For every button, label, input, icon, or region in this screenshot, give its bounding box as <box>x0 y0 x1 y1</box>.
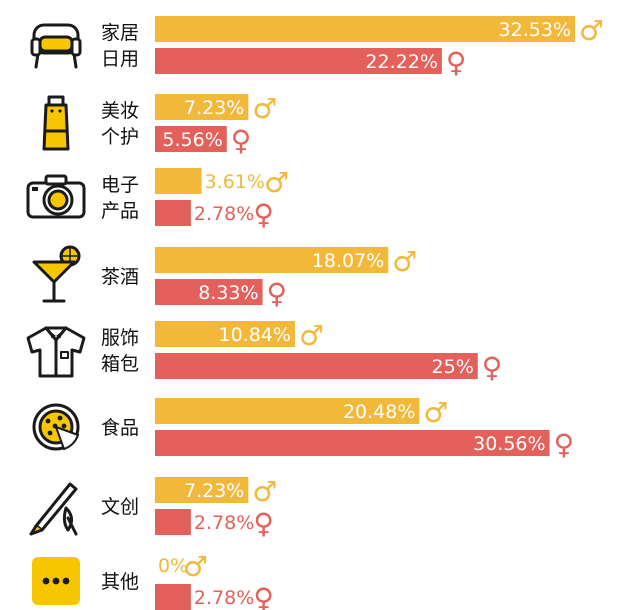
category-label: 其他 <box>101 571 139 593</box>
value-label-male: 7.23% <box>184 97 244 119</box>
female-symbol: ♀ <box>482 351 503 384</box>
bar-female <box>155 509 191 535</box>
armchair-icon <box>30 23 82 69</box>
female-symbol: ♀ <box>554 428 575 461</box>
bar-female <box>155 200 191 226</box>
male-symbol: ♂ <box>423 396 448 429</box>
category-label: 家居 <box>101 22 139 44</box>
female-symbol: ♀ <box>253 582 274 610</box>
female-symbol: ♀ <box>446 46 467 79</box>
category-label: 服饰 <box>101 327 139 349</box>
bar-male <box>155 398 420 424</box>
bar-male <box>155 247 389 273</box>
pizza-icon <box>32 403 80 451</box>
category-label: 电子 <box>101 174 139 196</box>
female-symbol: ♀ <box>253 507 274 540</box>
category-label: 文创 <box>101 496 139 518</box>
category-label: 茶酒 <box>101 266 139 288</box>
cosmetic-tube-icon <box>42 95 70 151</box>
male-symbol: ♂ <box>183 550 208 583</box>
bar-female <box>155 279 263 305</box>
bar-female <box>155 48 442 74</box>
shirt-icon <box>26 326 86 378</box>
category-label: 箱包 <box>101 353 139 375</box>
value-label-female: 2.78% <box>194 512 254 534</box>
bar-male <box>155 477 249 503</box>
value-label-female: 5.56% <box>162 129 222 151</box>
value-label-female: 8.33% <box>198 282 258 304</box>
male-symbol: ♂ <box>252 92 277 125</box>
bar-female <box>155 353 478 379</box>
value-label-female: 2.78% <box>194 203 254 225</box>
male-symbol: ♂ <box>264 166 289 199</box>
bar-female <box>155 430 550 456</box>
female-symbol: ♀ <box>253 198 274 231</box>
female-symbol: ♀ <box>267 277 288 310</box>
value-label-male: 7.23% <box>184 480 244 502</box>
value-label-female: 25% <box>432 356 474 378</box>
camera-icon <box>26 174 86 219</box>
value-label-male: 0% <box>158 555 188 577</box>
category-label: 食品 <box>101 417 139 439</box>
value-label-male: 32.53% <box>499 19 571 41</box>
female-symbol: ♀ <box>231 124 252 157</box>
male-symbol: ♂ <box>392 245 417 278</box>
male-symbol: ♂ <box>579 14 604 47</box>
category-label: 产品 <box>101 200 139 222</box>
category-label: 美妆 <box>101 100 139 122</box>
category-label: 日用 <box>101 48 139 70</box>
pen-brush-icon <box>29 482 78 536</box>
value-label-male: 3.61% <box>205 171 265 193</box>
value-label-male: 10.84% <box>219 324 291 346</box>
bar-male <box>155 321 295 347</box>
value-label-male: 20.48% <box>343 401 415 423</box>
value-label-female: 2.78% <box>194 587 254 609</box>
bar-female <box>155 126 227 152</box>
value-label-female: 22.22% <box>365 51 437 73</box>
bar-male <box>155 94 249 120</box>
bar-male <box>155 16 575 42</box>
cocktail-icon <box>32 245 81 303</box>
more-dots-icon <box>32 557 80 605</box>
value-label-male: 18.07% <box>312 250 384 272</box>
bar-female <box>155 584 191 610</box>
category-label: 个护 <box>101 126 139 148</box>
male-symbol: ♂ <box>299 319 324 352</box>
bar-male <box>155 168 202 194</box>
male-symbol: ♂ <box>252 475 277 508</box>
value-label-female: 30.56% <box>473 433 545 455</box>
